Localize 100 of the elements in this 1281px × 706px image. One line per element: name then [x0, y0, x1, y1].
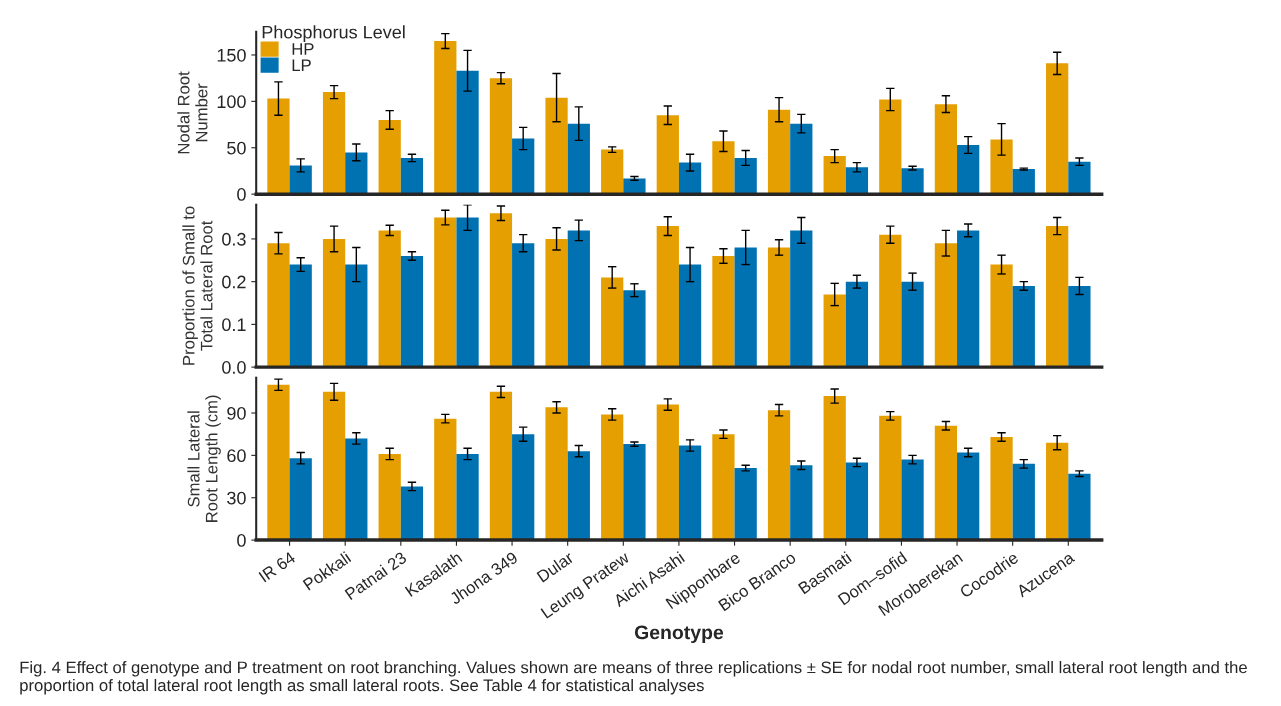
y-axis-title: Nodal Root Number [177, 71, 208, 154]
bar [512, 243, 535, 368]
bar [734, 157, 757, 195]
bar [601, 277, 624, 368]
bar [879, 415, 902, 541]
bar [845, 167, 869, 195]
bar [678, 162, 702, 195]
bar [378, 453, 401, 541]
bar [267, 98, 290, 195]
y-axis-title: Small Lateral Root Length (cm) [187, 395, 221, 522]
bar [345, 264, 368, 368]
bar [901, 168, 924, 195]
bar [934, 243, 958, 368]
bar [434, 41, 457, 195]
bar [901, 459, 924, 541]
bar [1046, 442, 1069, 541]
bar [623, 444, 646, 541]
bar [378, 119, 401, 195]
bar [767, 247, 791, 368]
bar [567, 230, 590, 368]
bar [901, 281, 924, 368]
y-tick-label: 0.3 [222, 232, 246, 246]
bar [845, 281, 869, 368]
bar [957, 452, 980, 541]
bar [734, 468, 757, 541]
bar [1046, 63, 1069, 195]
bar [512, 434, 535, 541]
bar [767, 109, 791, 195]
bar [489, 213, 513, 368]
bar [1012, 463, 1035, 541]
bar [934, 104, 958, 195]
bar [934, 425, 958, 541]
bar [712, 141, 735, 195]
bar [567, 451, 590, 541]
bar [512, 138, 535, 195]
bar [345, 152, 368, 195]
bar [790, 123, 813, 195]
bar [1046, 226, 1069, 368]
x-tick-label: IR 64 [258, 551, 297, 583]
bar [790, 465, 813, 541]
bar [601, 414, 624, 541]
y-tick-label: 60 [227, 449, 246, 463]
bar [823, 396, 846, 541]
bar [378, 230, 401, 368]
bar [734, 247, 757, 368]
bar [678, 445, 702, 541]
bar [845, 462, 869, 541]
legend-title: Phosphorus Level [262, 25, 405, 43]
y-tick-label: 50 [227, 141, 246, 155]
bar [267, 384, 290, 541]
bar [545, 97, 568, 195]
y-tick-label: 90 [227, 406, 246, 420]
bar [400, 256, 424, 368]
bar [1012, 285, 1035, 368]
bar [712, 434, 735, 541]
bar [289, 264, 312, 368]
bar [990, 264, 1013, 368]
bar [601, 149, 624, 195]
bar [489, 78, 513, 195]
bar [400, 157, 424, 195]
bar [957, 230, 980, 368]
bar [990, 139, 1013, 195]
y-tick-label: 0 [237, 534, 246, 547]
bar [322, 391, 346, 541]
bar [1068, 285, 1091, 368]
x-axis-title: Genotype [634, 625, 724, 644]
bar [322, 92, 346, 195]
y-tick-label: 0.0 [222, 361, 246, 374]
bar [545, 238, 568, 368]
bar [345, 438, 368, 541]
caption: Fig. 4 Effect of genotype and P treatment on root branching. Values shown are means of three replications ± SE for nodal root number, small lateral root length and the proportion of total lateral root length as small lateral roots. See Table 4 for statistical analyses [20, 661, 1247, 695]
bar [567, 123, 590, 195]
y-tick-label: 100 [217, 95, 246, 109]
bar [434, 217, 457, 368]
bar [823, 156, 846, 195]
bar [656, 115, 679, 195]
bar [289, 458, 312, 541]
bar [1068, 473, 1091, 541]
y-tick-label: 0.1 [222, 318, 246, 332]
bar [434, 418, 457, 541]
bar [456, 217, 479, 368]
y-tick-label: 0.2 [222, 275, 246, 289]
legend-label: HP [292, 43, 314, 55]
bar [289, 165, 312, 195]
bar [678, 264, 702, 368]
bar [990, 437, 1013, 541]
bar [322, 238, 346, 368]
bar [790, 230, 813, 368]
y-axis-title: Proportion of Small to Total Lateral Root [182, 206, 213, 365]
legend-label: LP [292, 59, 311, 71]
bar [712, 256, 735, 368]
y-tick-label: 30 [227, 491, 246, 505]
y-tick-label: 150 [217, 48, 246, 62]
y-tick-label: 0 [237, 188, 246, 201]
bar [456, 453, 479, 541]
bar [623, 178, 646, 195]
bar [267, 243, 290, 368]
bar [879, 234, 902, 368]
bar [545, 407, 568, 541]
bar [823, 294, 846, 368]
